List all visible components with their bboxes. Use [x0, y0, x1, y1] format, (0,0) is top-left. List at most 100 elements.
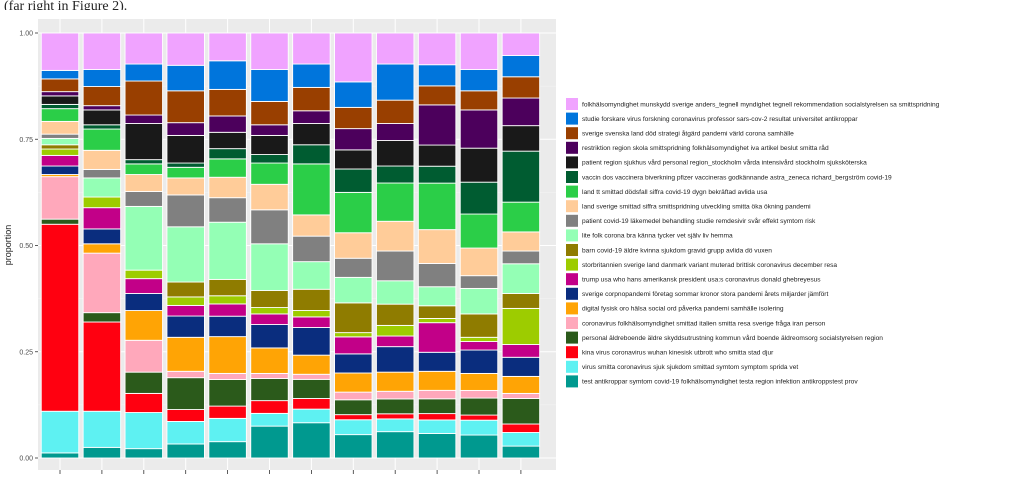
bar-segment-2-series-9: [82, 196, 122, 209]
legend-label: sverige corpnopandemi företag sommar kro…: [582, 290, 828, 298]
bar-segment-12-series-14: [501, 201, 541, 233]
bar-segment-7-series-1: [292, 422, 331, 459]
bar-segment-4-series-11: [166, 226, 205, 283]
bar-segment-9-series-6: [376, 371, 415, 392]
bar-segment-4-series-7: [166, 315, 205, 338]
bar-segment-11-series-12: [459, 275, 499, 289]
bar-segment-5-series-11: [208, 221, 247, 280]
bar-segment-6-series-6: [250, 347, 289, 374]
bar-segment-8-series-10: [334, 302, 373, 334]
bar-segment-10-series-11: [417, 286, 457, 307]
bar-segment-7-series-13: [292, 214, 331, 237]
legend-key: [566, 346, 578, 359]
bar-segment-12-series-10: [501, 293, 541, 309]
bar-segment-5-series-7: [208, 315, 247, 338]
bar-segment-2-series-7: [82, 228, 122, 245]
legend-label: virus smitta coronavirus sjuk sjukdom sm…: [582, 364, 798, 371]
bar-segment-3-series-6: [124, 310, 164, 341]
legend-key: [566, 244, 578, 256]
bar-segment-8-series-2: [334, 419, 373, 436]
legend-key: [566, 287, 578, 300]
bar-segment-7-series-14: [292, 163, 331, 216]
bar-segment-11-series-18: [459, 90, 499, 111]
bar-segment-10-series-9: [417, 317, 457, 324]
legend-label: folkhälsomyndighet munskydd sverige ande…: [582, 101, 940, 108]
bar-segment-12-series-17: [501, 97, 541, 127]
bar-segment-1-series-14: [40, 108, 80, 122]
bar-segment-12-series-12: [501, 250, 541, 265]
bar-segment-2-series-11: [82, 177, 122, 198]
bar-segment-10-series-5: [417, 389, 457, 400]
bar-segment-1-series-12: [40, 133, 80, 139]
bar-segment-3-series-20: [124, 32, 164, 65]
bar-segment-3-series-12: [124, 191, 164, 207]
bar-segment-9-series-15: [376, 165, 415, 184]
legend-label: patient covid-19 läkemedel behandling st…: [582, 217, 816, 225]
legend-key: [566, 331, 578, 344]
bar-segment-11-series-15: [459, 181, 499, 215]
bar-segment-7-series-8: [292, 316, 331, 328]
bar-segment-12-series-1: [501, 445, 541, 459]
bar-segment-6-series-9: [250, 307, 289, 315]
bar-segment-6-series-2: [250, 412, 289, 427]
y-tick-label: 0.00: [19, 456, 33, 463]
bar-segment-9-series-7: [376, 346, 415, 373]
bar-segment-3-series-17: [124, 114, 164, 124]
bar-segment-6-series-15: [250, 154, 289, 164]
bar-segment-5-series-16: [208, 131, 247, 150]
bar-segment-7-series-15: [292, 144, 331, 165]
legend-label: kina virus coronavirus wuhan kinesisk ut…: [582, 350, 774, 357]
bar-segment-11-series-2: [459, 419, 499, 436]
bar-segment-11-series-14: [459, 213, 499, 249]
bar-segment-7-series-10: [292, 288, 331, 311]
bar-segment-3-series-5: [124, 339, 164, 373]
bar-segment-4-series-1: [166, 443, 205, 459]
bar-segment-5-series-1: [208, 441, 247, 459]
y-axis-title: proportion: [3, 225, 13, 266]
bar-segment-6-series-17: [250, 124, 289, 136]
bar-segment-9-series-19: [376, 63, 415, 101]
bar-segment-12-series-6: [501, 375, 541, 394]
legend-key: [566, 141, 578, 154]
y-tick-label: 0.50: [19, 243, 33, 250]
bar-segment-11-series-13: [459, 247, 499, 277]
bar-segment-8-series-4: [334, 399, 373, 416]
bar-segment-5-series-9: [208, 295, 247, 305]
bar-segment-3-series-14: [124, 163, 164, 175]
bar-segment-10-series-18: [417, 85, 457, 106]
bar-segment-5-series-6: [208, 336, 247, 374]
legend-label: lite folk corona bra känna tycker vet sj…: [582, 233, 733, 240]
legend-key: [566, 229, 578, 242]
bar-segment-12-series-13: [501, 231, 541, 252]
bar-segment-7-series-17: [292, 110, 331, 124]
bar-segment-8-series-14: [334, 191, 373, 234]
bar-segment-2-series-5: [82, 252, 122, 314]
bar-segment-11-series-1: [459, 434, 499, 459]
bar-segment-7-series-7: [292, 327, 331, 356]
bar-segment-4-series-20: [166, 32, 205, 66]
bar-segment-5-series-8: [208, 303, 247, 317]
bar-segment-8-series-5: [334, 391, 373, 401]
bar-segment-10-series-6: [417, 370, 457, 391]
legend-key: [566, 258, 578, 271]
bar-segment-6-series-20: [250, 32, 289, 70]
bar-segment-10-series-1: [417, 433, 457, 459]
bar-segment-3-series-16: [124, 123, 164, 161]
bar-segment-4-series-8: [166, 304, 205, 317]
bar-segment-11-series-9: [459, 336, 499, 342]
bar-segment-10-series-4: [417, 398, 457, 415]
bar-segment-8-series-8: [334, 336, 373, 355]
bar-segment-2-series-2: [82, 410, 122, 448]
bar-segment-9-series-12: [376, 250, 415, 282]
bar-segment-7-series-5: [292, 373, 331, 380]
bar-segment-7-series-6: [292, 354, 331, 375]
legend-key: [566, 302, 578, 315]
bar-segment-9-series-10: [376, 303, 415, 326]
bar-segment-12-series-11: [501, 263, 541, 294]
bar-segment-10-series-10: [417, 305, 457, 319]
legend-key: [566, 200, 578, 213]
y-axis: 0.00 0.25 0.50 0.75 1.00: [19, 31, 38, 463]
legend-key: [566, 214, 578, 227]
legend-key: [566, 360, 578, 373]
bar-segment-11-series-20: [459, 32, 499, 70]
